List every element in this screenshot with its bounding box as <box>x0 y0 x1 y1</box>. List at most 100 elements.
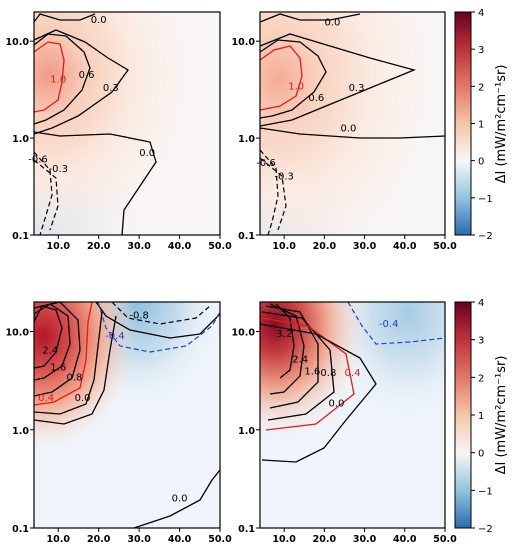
contour-line <box>33 159 59 231</box>
y-tick-label: 10.0 <box>6 37 30 48</box>
y-tick-label: 1.0 <box>238 426 255 437</box>
x-tick-label: 40.0 <box>393 241 417 252</box>
colorbar-tick-label: 1 <box>478 120 484 131</box>
contour-line <box>265 305 319 409</box>
colorbar-tick-label: −1 <box>478 194 493 205</box>
y-tick-label: 1.0 <box>12 426 29 437</box>
x-tick-label: 40.0 <box>168 241 192 252</box>
positive-region-shading <box>34 12 220 235</box>
contour-line <box>133 469 221 529</box>
colorbar-bottom: 4 3 2 1 0 −1 −2 ΔI (mW/m²cm⁻¹sr) <box>454 298 509 535</box>
contour-line <box>259 323 377 463</box>
colorbar-gradient <box>454 301 472 529</box>
x-tick-label: 10.0 <box>47 241 71 252</box>
colorbar-tick-label: 3 <box>478 336 484 347</box>
x-tick-label: 50.0 <box>208 241 232 252</box>
contour-line <box>33 41 65 113</box>
x-tick-label: 50.0 <box>208 534 232 545</box>
x-tick-label: 30.0 <box>353 241 377 252</box>
colorbar-tick-label: 0 <box>478 157 484 168</box>
contour-label: 0.0 <box>341 124 357 135</box>
contour-line <box>33 151 53 236</box>
positive-region-shading <box>34 302 220 528</box>
contour-label: 0.3 <box>349 83 365 94</box>
contour-line <box>259 127 446 139</box>
y-tick-label: 0.1 <box>12 231 29 242</box>
contour-line <box>259 157 287 231</box>
panel-top-right <box>259 11 446 236</box>
colorbar-tick-label: 4 <box>478 8 484 19</box>
y-tick-label: 10.0 <box>6 328 30 339</box>
x-tick-label: 20.0 <box>87 241 111 252</box>
contour-label: 0.0 <box>139 148 155 159</box>
x-tick-label: 50.0 <box>433 241 457 252</box>
x-tick-label: 50.0 <box>433 534 457 545</box>
contour-label: -0.6 <box>256 158 276 169</box>
contour-line <box>261 311 335 421</box>
colorbar-tick-label: 0 <box>478 449 484 460</box>
contour-line <box>259 149 279 236</box>
contour-line <box>259 33 417 127</box>
contour-line <box>275 303 295 379</box>
contour-line <box>259 45 303 111</box>
contour-label: 1.6 <box>304 367 320 378</box>
panel-top-left <box>33 11 221 236</box>
colorbar-tick-label: −2 <box>478 524 493 535</box>
contour-label: 0.4 <box>38 393 54 404</box>
contour-line <box>33 131 157 236</box>
colorbar-gradient <box>454 11 472 236</box>
y-tick-label: 1.0 <box>12 134 29 145</box>
x-tick-label: 40.0 <box>168 534 192 545</box>
y-tick-label: 0.1 <box>238 231 255 242</box>
colorbar-ticks: 4 3 2 1 0 −1 −2 <box>471 8 493 242</box>
contour-label: 3.2 <box>276 329 292 340</box>
panel-frame <box>33 11 221 236</box>
colorbar-label: ΔI (mW/m²cm⁻¹sr) <box>494 356 509 475</box>
contour-label: 0.0 <box>172 493 188 504</box>
positive-region-shading <box>260 12 445 235</box>
colorbar-tick-label: 1 <box>478 411 484 422</box>
contour-label: 0.0 <box>328 399 344 410</box>
colorbar-tick-label: −1 <box>478 486 493 497</box>
positive-region-shading <box>260 302 445 528</box>
contour-label: -0.4 <box>379 319 399 330</box>
contour-label: -0.6 <box>28 155 48 166</box>
y-tick-label: 10.0 <box>232 328 256 339</box>
y-tick-label: 1.0 <box>238 134 255 145</box>
contour-line <box>269 303 305 395</box>
x-tick-label: 20.0 <box>87 534 111 545</box>
contour-line <box>111 301 211 325</box>
contour-label: -0.3 <box>274 172 294 183</box>
contour-label: -0.4 <box>105 331 125 342</box>
axis-ticks: 10.0 20.0 30.0 40.0 50.0 0.1 1.0 10.0 10.0 20.0 30… <box>6 37 458 545</box>
colorbar-label: ΔI (mW/m²cm⁻¹sr) <box>494 65 509 184</box>
contour-label: 0.0 <box>91 15 107 26</box>
contour-label: 0.0 <box>324 18 340 29</box>
x-tick-label: 30.0 <box>127 241 151 252</box>
y-tick-label: 10.0 <box>232 37 256 48</box>
contour-label: -0.3 <box>49 164 69 175</box>
contour-label: 1.0 <box>50 75 66 86</box>
contour-label: 0.0 <box>75 393 91 404</box>
contour-label: 0.6 <box>79 70 95 81</box>
y-tick-label: 0.1 <box>238 524 255 535</box>
contour-label: 2.4 <box>42 346 58 357</box>
contour-line <box>259 13 361 23</box>
contour-label: 2.4 <box>292 354 308 365</box>
contour-label: 0.8 <box>320 368 336 379</box>
contour-line <box>33 311 103 415</box>
contour-label: 0.6 <box>308 93 324 104</box>
x-tick-label: 20.0 <box>313 534 337 545</box>
x-tick-label: 40.0 <box>393 534 417 545</box>
panel-frame <box>259 301 446 529</box>
contour-line <box>33 13 96 23</box>
x-tick-label: 10.0 <box>272 241 296 252</box>
contour-label: -0.8 <box>129 311 149 322</box>
x-tick-label: 30.0 <box>127 534 151 545</box>
x-tick-label: 10.0 <box>47 534 71 545</box>
contour-label: 0.3 <box>103 83 119 94</box>
contour-line <box>33 301 93 406</box>
contour-line <box>347 301 446 345</box>
x-tick-label: 30.0 <box>353 534 377 545</box>
